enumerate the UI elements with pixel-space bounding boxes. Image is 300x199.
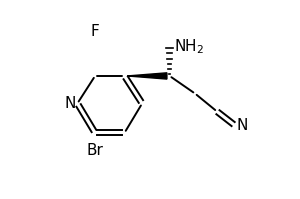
Text: F: F xyxy=(91,24,99,39)
Text: Br: Br xyxy=(86,143,103,158)
Polygon shape xyxy=(127,73,167,79)
Text: N: N xyxy=(236,117,248,133)
Text: N: N xyxy=(64,96,75,111)
Text: NH$_2$: NH$_2$ xyxy=(173,37,204,56)
